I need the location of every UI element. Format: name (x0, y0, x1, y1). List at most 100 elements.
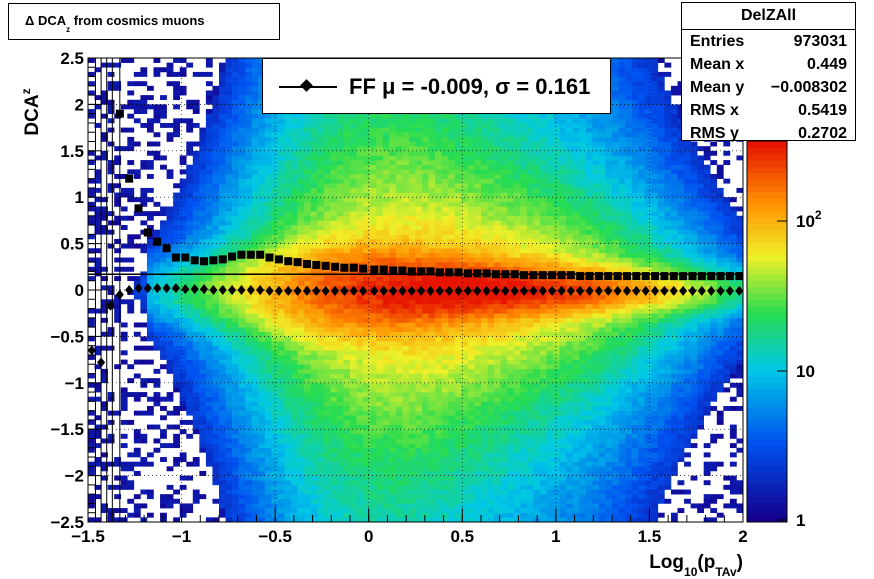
heatmap-cell (336, 410, 344, 416)
heatmap-cell (245, 215, 253, 221)
heatmap-cell (277, 336, 285, 342)
heatmap-cell (225, 322, 233, 328)
heatmap-cell (369, 489, 377, 495)
heatmap-cell (467, 424, 475, 430)
heatmap-cell (179, 262, 187, 268)
heatmap-cell (186, 354, 194, 360)
heatmap-cell (382, 192, 390, 198)
heatmap-cell (350, 220, 357, 226)
heatmap-cell (317, 174, 325, 179)
heatmap-cell (369, 197, 377, 203)
heatmap-cell (435, 331, 442, 337)
heatmap-cell (389, 132, 397, 138)
heatmap-cell (395, 475, 403, 481)
heatmap-cell (395, 136, 403, 142)
heatmap-cell (389, 452, 397, 458)
heatmap-cell (297, 160, 305, 166)
heatmap-cell (389, 498, 397, 504)
heatmap-cell (291, 317, 298, 323)
heatmap-cell (376, 438, 384, 444)
heatmap-cell (238, 382, 246, 388)
heatmap-cell (94, 433, 102, 439)
heatmap-cell (323, 276, 331, 282)
heatmap-cell (441, 118, 449, 124)
heatmap-cell (454, 382, 462, 388)
heatmap-cell (271, 118, 279, 124)
heatmap-cell (467, 410, 475, 416)
heatmap-cell (395, 206, 403, 212)
heatmap-cell (402, 396, 410, 402)
heatmap-cell (219, 387, 226, 393)
heatmap-cell (140, 201, 148, 207)
heatmap-cell (297, 122, 305, 128)
heatmap-cell (199, 415, 207, 421)
heatmap-cell (376, 229, 384, 235)
heatmap-cell (323, 132, 331, 138)
heatmap-cell (422, 155, 429, 161)
heatmap-cell (474, 484, 482, 490)
heatmap-cell (232, 322, 239, 328)
heatmap-cell (205, 336, 213, 342)
heatmap-cell (245, 480, 253, 486)
heatmap-cell (402, 419, 410, 425)
heatmap-cell (441, 512, 449, 518)
heatmap-cell (382, 136, 390, 142)
heatmap-cell (343, 285, 351, 291)
heatmap-cell (402, 187, 410, 193)
heatmap-cell (363, 336, 370, 342)
heatmap-cell (297, 197, 305, 203)
heatmap-cell (330, 155, 338, 161)
heatmap-cell (245, 201, 253, 207)
heatmap-cell (363, 169, 370, 175)
heatmap-cell (153, 303, 161, 309)
heatmap-cell (225, 512, 233, 518)
heatmap-cell (192, 419, 200, 425)
heatmap-cell (212, 447, 220, 453)
heatmap-cell (435, 470, 442, 476)
heatmap-cell (376, 141, 384, 147)
heatmap-cell (435, 378, 442, 384)
heatmap-cell (271, 285, 279, 291)
heatmap-cell (225, 517, 233, 523)
heatmap-cell (146, 294, 154, 300)
heatmap-cell (166, 206, 174, 212)
heatmap-cell (251, 322, 259, 328)
heatmap-cell (297, 178, 305, 184)
heatmap-cell (408, 406, 416, 411)
heatmap-cell (94, 248, 102, 254)
heatmap-cell (376, 122, 384, 128)
heatmap-cell (146, 410, 154, 416)
heatmap-cell (251, 197, 259, 203)
heatmap-cell (454, 331, 462, 337)
heatmap-cell (101, 155, 108, 161)
heatmap-cell (461, 122, 469, 128)
heatmap-cell (422, 443, 429, 449)
heatmap-cell (212, 132, 220, 138)
heatmap-cell (238, 447, 246, 453)
heatmap-cell (376, 187, 384, 193)
heatmap-cell (251, 257, 259, 263)
heatmap-cell (245, 303, 253, 309)
heatmap-cell (467, 299, 475, 305)
heatmap-cell (212, 299, 220, 305)
heatmap-cell (317, 341, 325, 346)
heatmap-cell (205, 382, 213, 388)
heatmap-cell (225, 206, 233, 212)
heatmap-cell (133, 461, 141, 467)
heatmap-cell (441, 136, 449, 142)
heatmap-cell (205, 225, 213, 230)
heatmap-cell (317, 503, 325, 509)
heatmap-cell (101, 475, 108, 481)
heatmap-cell (297, 341, 305, 346)
heatmap-cell (389, 169, 397, 175)
heatmap-cell (317, 447, 325, 453)
heatmap-cell (350, 498, 357, 504)
heatmap-cell (127, 512, 135, 518)
heatmap-cell (310, 285, 318, 291)
heatmap-cell (284, 225, 292, 230)
heatmap-cell (94, 215, 102, 221)
heatmap-cell (232, 243, 239, 249)
heatmap-cell (297, 470, 305, 476)
heatmap-cell (205, 201, 213, 207)
heatmap-cell (402, 132, 410, 138)
